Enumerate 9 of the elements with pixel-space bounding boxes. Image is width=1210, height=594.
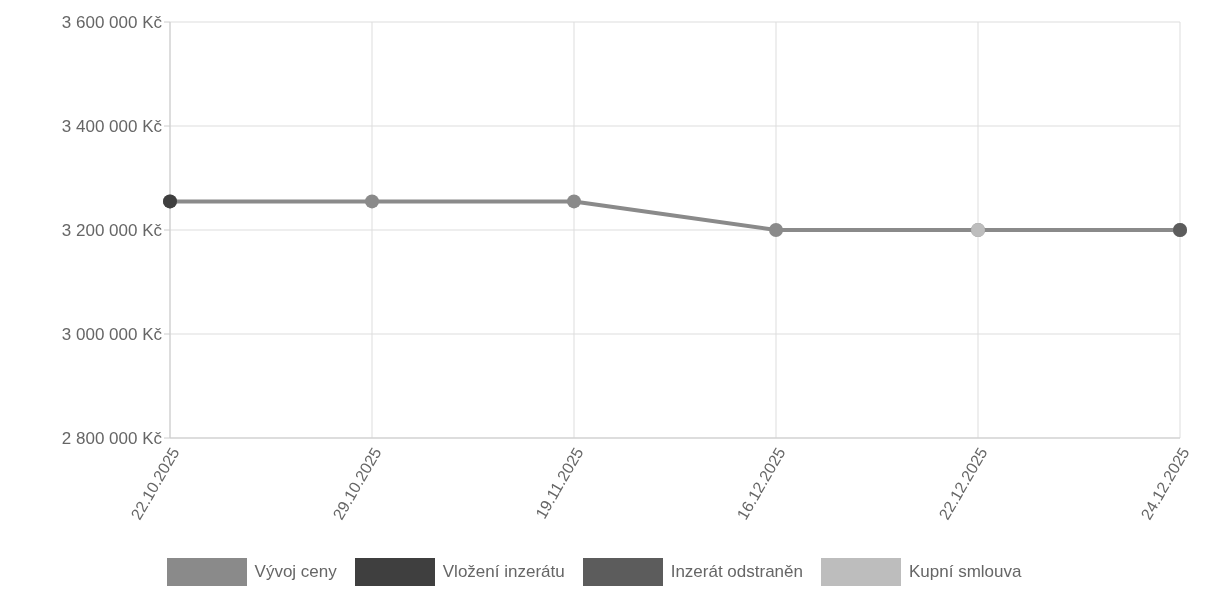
legend-label: Vývoj ceny — [254, 562, 337, 582]
y-tick-label: 3 400 000 Kč — [61, 117, 163, 137]
legend-label: Inzerát odstraněn — [670, 562, 803, 582]
y-tick-label: 3 000 000 Kč — [61, 325, 163, 345]
legend-label: Vložení inzerátu — [442, 562, 565, 582]
y-tick-label: 2 800 000 Kč — [61, 429, 163, 449]
y-tick-label: 3 600 000 Kč — [61, 13, 163, 33]
legend-label: Kupní smlouva — [908, 562, 1022, 582]
y-tick-label: 3 200 000 Kč — [61, 221, 163, 241]
